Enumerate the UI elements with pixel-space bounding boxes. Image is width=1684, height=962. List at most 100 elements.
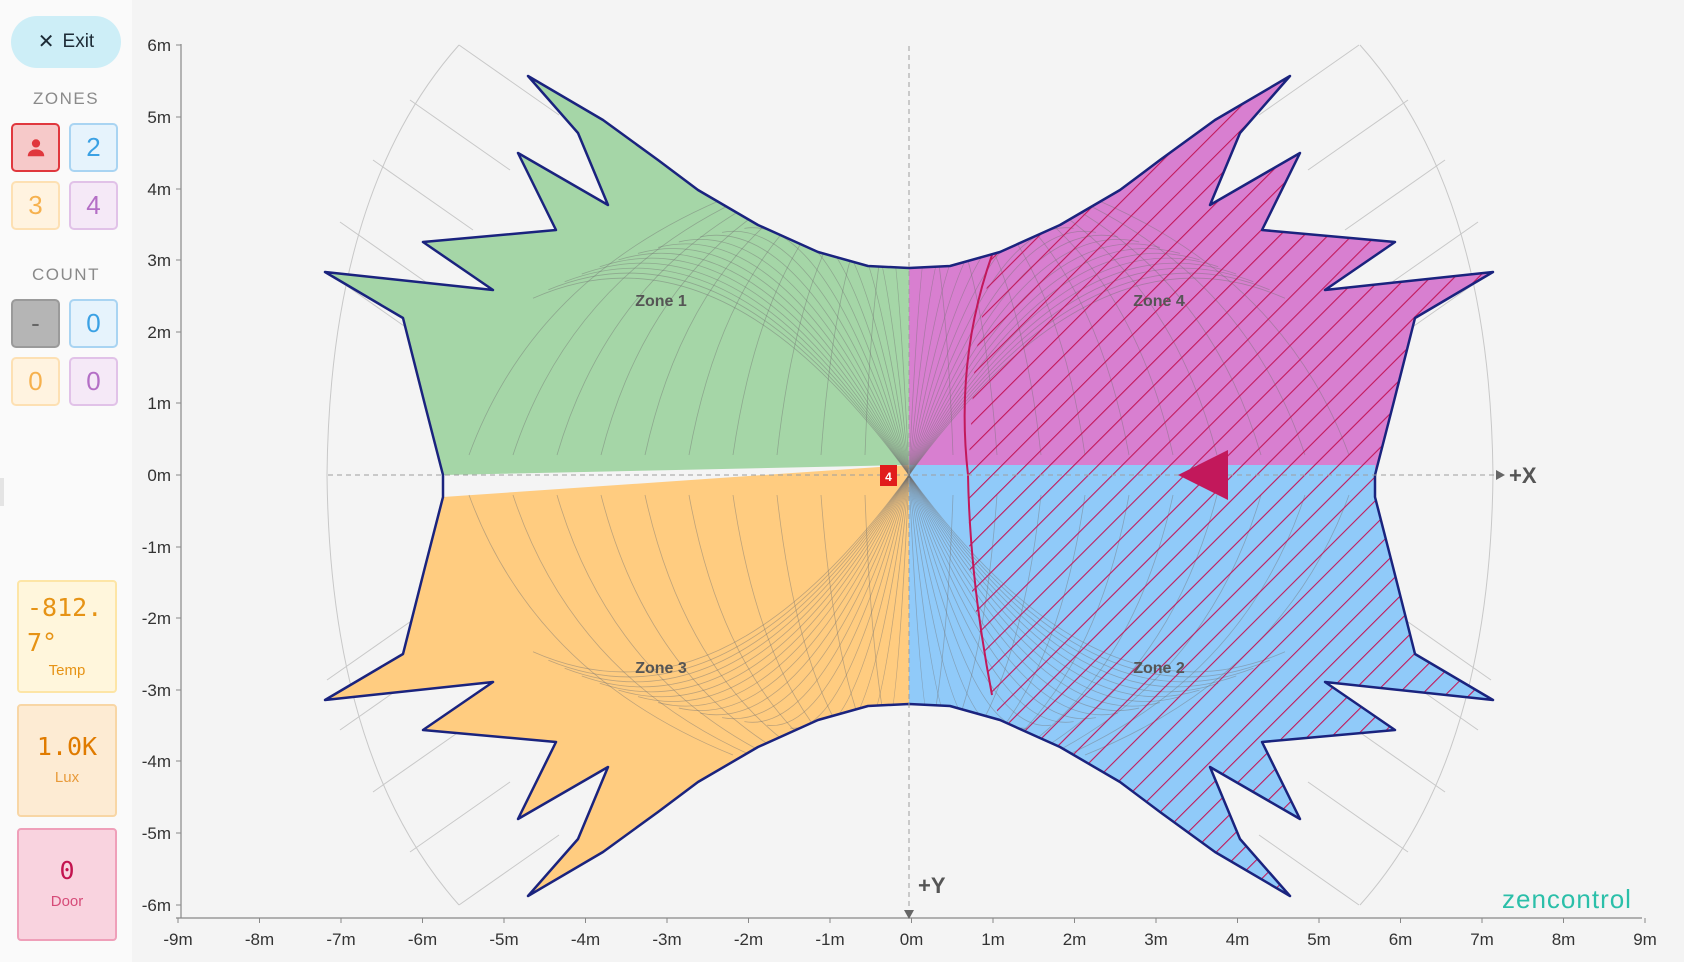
envelope-spoke [409, 99, 511, 171]
mesh-line [637, 248, 910, 476]
x-tick-label: -1m [815, 930, 844, 949]
exit-button[interactable]: ✕ Exit [11, 16, 121, 68]
mesh-line [767, 474, 910, 726]
envelope-spoke [1258, 834, 1360, 906]
y-direction-label: +Y [918, 873, 946, 898]
x-tick-label: 6m [1389, 930, 1413, 949]
mesh-line [599, 257, 910, 476]
envelope-spoke [458, 834, 560, 906]
envelope-spoke [1258, 44, 1360, 116]
envelope-spoke [409, 781, 511, 853]
x-tick-label: -5m [489, 930, 518, 949]
mesh-line [618, 474, 910, 698]
hatched-region [968, 76, 1493, 896]
mesh-line [581, 262, 910, 476]
mesh-line [618, 252, 910, 476]
zone-3-area[interactable] [325, 465, 909, 896]
drawer-handle[interactable] [0, 478, 4, 506]
y-tick-label: -3m [142, 681, 171, 700]
y-tick-label: 6m [147, 36, 171, 55]
zone-1-tile[interactable] [11, 123, 60, 172]
x-tick-label: -4m [571, 930, 600, 949]
mesh-line [512, 194, 751, 456]
mesh-line [548, 272, 910, 476]
count-zone-2[interactable]: 0 [69, 299, 118, 348]
mesh-line [722, 474, 910, 720]
hatched-exclusion-area [963, 76, 1493, 896]
x-tick-label: -8m [245, 930, 274, 949]
mesh-line [548, 474, 910, 678]
mesh-line [532, 277, 910, 476]
zone-1-area[interactable] [325, 76, 909, 475]
exit-label: Exit [62, 31, 95, 52]
mesh-line [556, 494, 769, 756]
mesh-line [722, 230, 910, 476]
envelope-spoke [339, 221, 441, 293]
lux-card: 1.0K Lux [17, 704, 117, 817]
target-triangle-icon[interactable] [1178, 450, 1228, 500]
x-tick-label: -3m [652, 930, 681, 949]
x-tick-label: -2m [734, 930, 763, 949]
zone-3-label: Zone 3 [635, 660, 687, 677]
count-zone-4[interactable]: 0 [69, 357, 118, 406]
y-tick-label: 2m [147, 323, 171, 342]
y-arrow-icon [904, 910, 914, 919]
mesh-line [512, 494, 751, 756]
y-tick-label: -6m [142, 896, 171, 915]
y-tick-label: 0m [147, 466, 171, 485]
y-tick-label: 4m [147, 180, 171, 199]
envelope-spoke [372, 159, 474, 231]
door-value: 0 [59, 856, 75, 885]
mesh-line [658, 474, 910, 707]
mesh-line [468, 194, 734, 456]
envelope-left [326, 44, 460, 906]
zone-2-tile[interactable]: 2 [69, 123, 118, 172]
envelope-spoke [458, 44, 560, 116]
x-tick-label: 1m [981, 930, 1005, 949]
lux-value: 1.0K [36, 732, 98, 761]
person-icon [27, 138, 44, 156]
x-tick-label: -6m [408, 930, 437, 949]
zone-2-label: Zone 2 [1133, 660, 1185, 677]
mesh-line [744, 474, 910, 723]
x-tick-label: 7m [1470, 930, 1494, 949]
lux-label: Lux [54, 769, 80, 786]
x-tick-label: -9m [163, 930, 192, 949]
zone-3-tile[interactable]: 3 [11, 181, 60, 230]
x-tick-label: 3m [1144, 930, 1168, 949]
count-zone-1[interactable]: - [11, 299, 60, 348]
x-direction-label: +X [1509, 463, 1537, 488]
mesh-line [581, 474, 910, 688]
count-zone-3[interactable]: 0 [11, 357, 60, 406]
x-tick-label: 2m [1063, 930, 1087, 949]
close-icon: ✕ [37, 31, 55, 53]
y-tick-label: 3m [147, 251, 171, 270]
mesh-line [644, 494, 804, 756]
x-arrow-icon [1496, 470, 1505, 480]
envelope-spoke [1377, 221, 1479, 293]
sidebar: ✕ Exit ZONES 2 3 4 COUNT - 0 0 0 -812.7°… [0, 0, 132, 962]
zone-4-tile[interactable]: 4 [69, 181, 118, 230]
mesh-line [637, 474, 910, 702]
y-tick-label: -1m [142, 538, 171, 557]
mesh-line [468, 494, 734, 756]
y-tick-label: 1m [147, 394, 171, 413]
x-tick-label: 0m [900, 930, 924, 949]
y-tick-label: -2m [142, 609, 171, 628]
mesh-line [700, 474, 910, 716]
mesh-line [600, 494, 787, 756]
envelope-spoke [1307, 99, 1409, 171]
mesh-line [564, 474, 910, 683]
sensor-marker[interactable] [880, 465, 897, 486]
mesh-line [658, 243, 910, 476]
mesh-line [700, 234, 910, 476]
envelope-spoke [1307, 781, 1409, 853]
sensor-marker-label: 4 [885, 470, 892, 484]
door-card: 0 Door [17, 828, 117, 941]
zone-1-label: Zone 1 [635, 293, 687, 310]
x-tick-label: 5m [1307, 930, 1331, 949]
mesh-line [599, 474, 910, 693]
mesh-line [678, 474, 910, 711]
x-tick-label: -7m [326, 930, 355, 949]
